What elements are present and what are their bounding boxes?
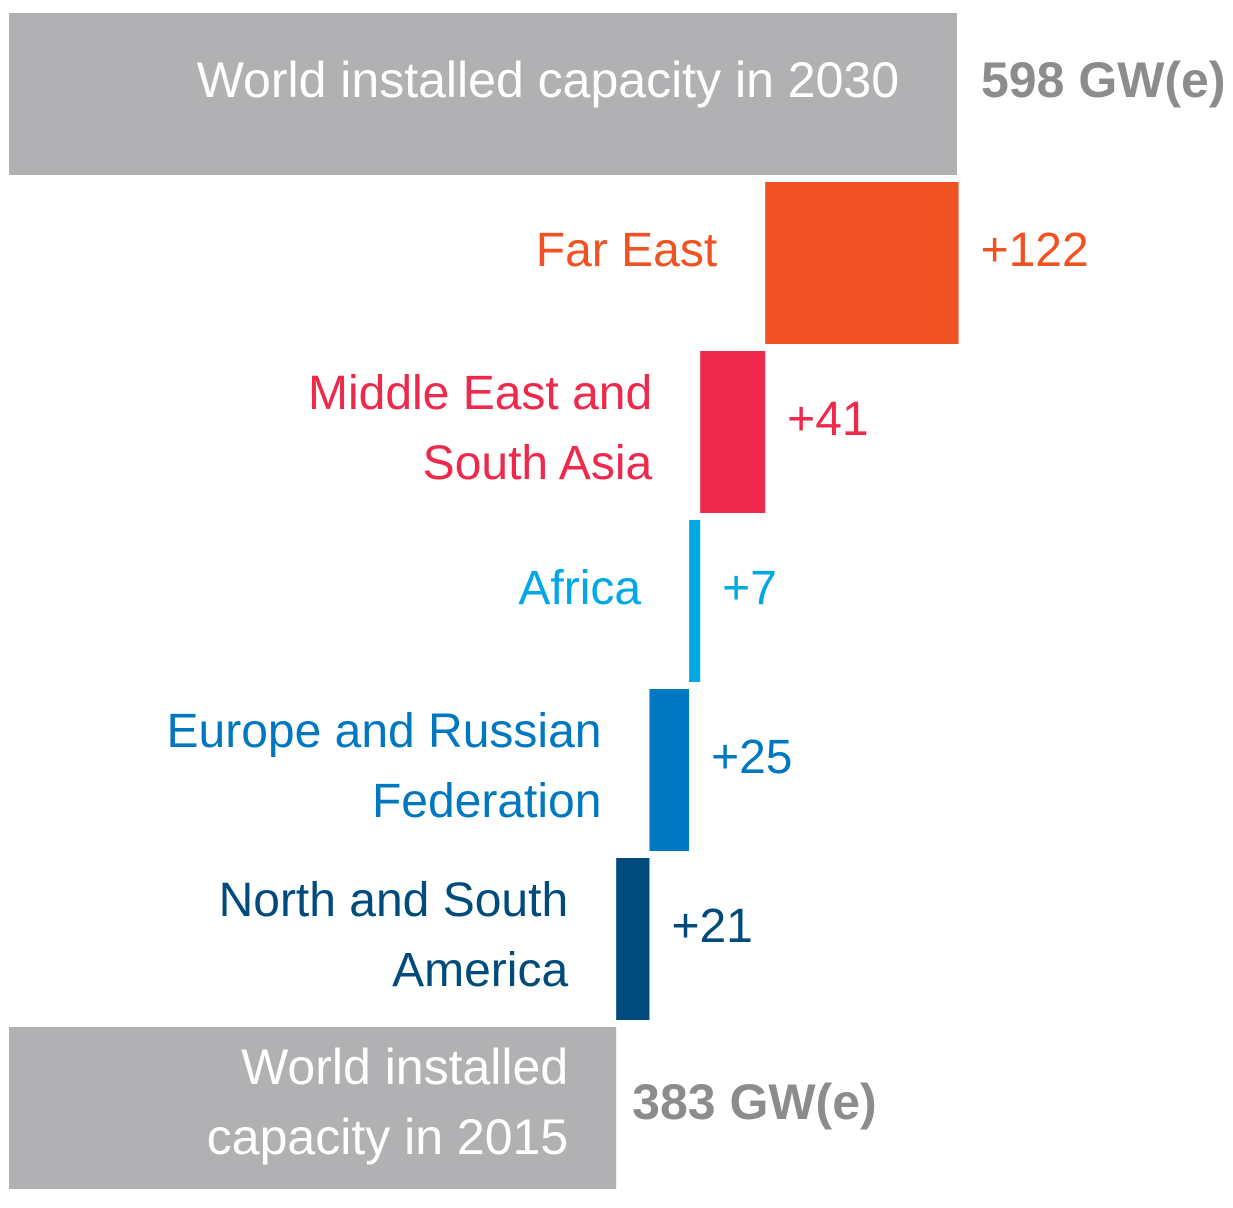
label-north-and-south-america: North and South America [219,874,569,997]
bar-africa [689,520,701,682]
value-africa: +7 [722,562,777,615]
value-europe-and-russian-federation: +25 [711,731,792,784]
value-total-2015: 383 GW(e) [632,1074,877,1130]
label-africa-line: Africa [518,562,641,615]
label-total-2015-line: capacity in 2015 [207,1109,568,1165]
value-far-east: +122 [981,224,1089,277]
bar-far-east [765,182,959,344]
label-europe-and-russian-federation: Europe and Russian Federation [167,705,602,828]
labels-layer: World installed capacity in 2030 598 GW(e… [167,52,1226,1165]
label-far-east-line: Far East [536,224,717,277]
label-europe-and-russian-federation-line: Federation [372,775,601,828]
label-total-2015-line: World installed [241,1039,568,1095]
label-africa: Africa [518,562,641,615]
label-middle-east-and-south-asia-line: Middle East and [308,367,652,420]
bar-europe-and-russian-federation [649,689,690,851]
bars-layer [9,13,959,1189]
bar-north-and-south-america [616,858,650,1020]
label-north-and-south-america-line: America [392,944,568,997]
label-middle-east-and-south-asia: Middle East and South Asia [308,367,653,490]
label-total-2015: World installed capacity in 2015 [207,1039,568,1165]
label-far-east: Far East [536,224,717,277]
label-total-2030: World installed capacity in 2030 [197,52,899,108]
bar-total-2015 [9,1027,617,1189]
label-middle-east-and-south-asia-line: South Asia [423,437,653,490]
value-north-and-south-america: +21 [671,900,752,953]
value-total-2030: 598 GW(e) [981,52,1226,108]
bar-middle-east-and-south-asia [700,351,766,513]
label-europe-and-russian-federation-line: Europe and Russian [167,705,602,758]
value-middle-east-and-south-asia: +41 [787,393,868,446]
label-north-and-south-america-line: North and South [219,874,569,927]
bar-total-2030 [9,13,957,175]
label-total-2030-line: World installed capacity in 2030 [197,52,899,108]
